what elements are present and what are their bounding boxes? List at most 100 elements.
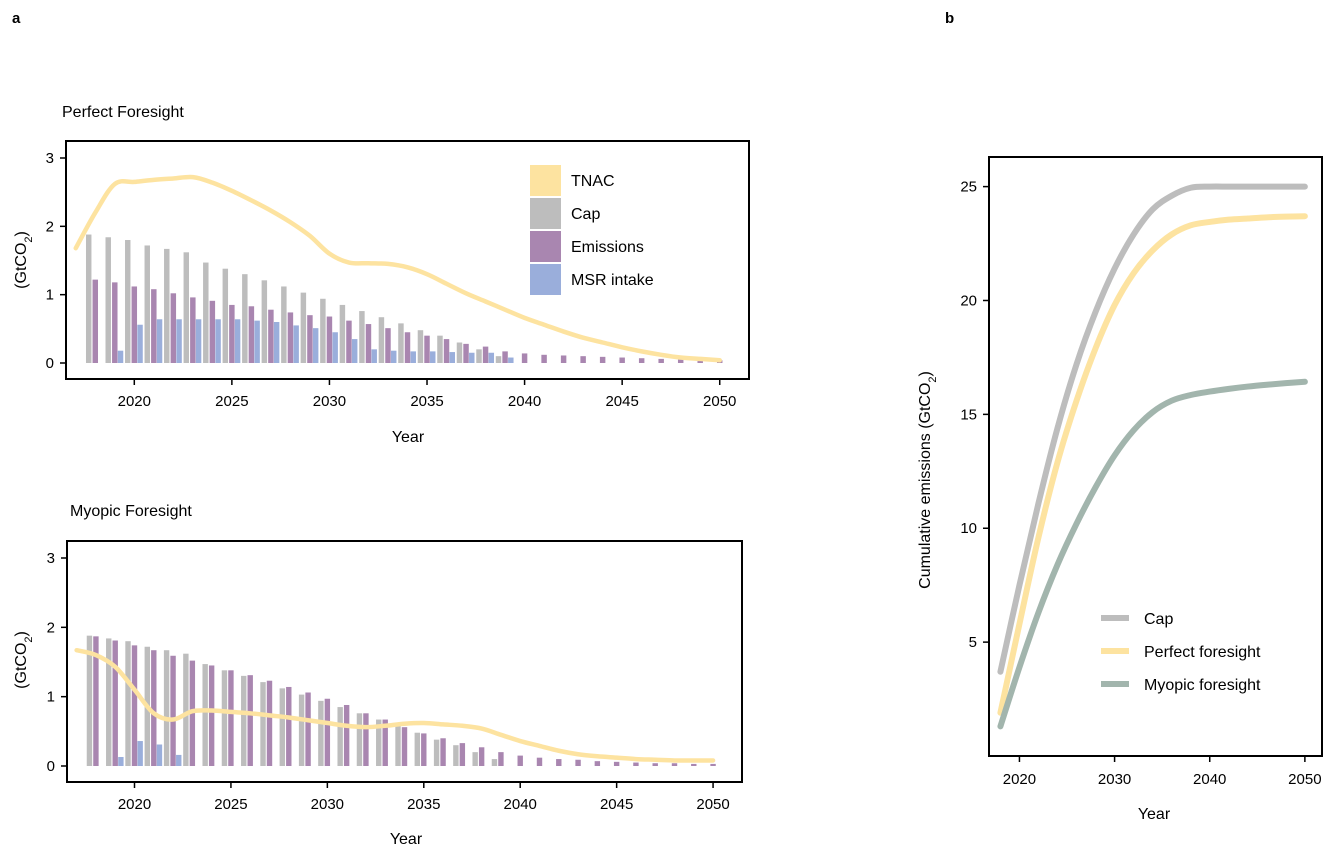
bar-emissions bbox=[190, 297, 196, 363]
chart-title: Perfect Foresight bbox=[62, 104, 184, 121]
x-tick-label: 2050 bbox=[703, 393, 736, 410]
legend-swatch bbox=[530, 198, 561, 229]
bar-emissions bbox=[112, 640, 118, 766]
bar-emissions bbox=[385, 328, 391, 363]
bar-cap bbox=[359, 311, 365, 363]
bar-emissions bbox=[286, 686, 292, 766]
bar-cap bbox=[300, 292, 307, 363]
bar-msr-intake bbox=[195, 319, 202, 363]
bar-emissions bbox=[594, 761, 601, 766]
line-tnac bbox=[74, 647, 716, 763]
cumulative-emissions-chart: 5 10 15 20 25 2020 2030 2040 2050 Year Cumulativ… bbox=[917, 156, 1323, 823]
bar-emissions bbox=[131, 286, 138, 363]
y-axis-label: (GtCO2) bbox=[13, 631, 35, 689]
x-tick-label: 2020 bbox=[118, 393, 151, 410]
bar-emissions bbox=[697, 360, 703, 363]
bar-emissions bbox=[151, 650, 157, 766]
bar-msr-intake bbox=[137, 324, 143, 363]
bar-emissions bbox=[677, 359, 684, 363]
bar-msr-intake bbox=[390, 350, 397, 363]
bar-emissions bbox=[248, 306, 255, 363]
bar-emissions bbox=[652, 763, 658, 766]
y-tick-label: 2 bbox=[47, 619, 55, 636]
x-tick-label: 2025 bbox=[215, 393, 248, 410]
bar-cap bbox=[183, 653, 189, 766]
x-tick-label: 2030 bbox=[311, 796, 344, 813]
bar-msr-intake bbox=[273, 322, 280, 363]
bar-emissions bbox=[307, 315, 313, 363]
bar-emissions bbox=[424, 335, 430, 363]
y-axis-label: (GtCO2) bbox=[13, 231, 35, 289]
bar-emissions bbox=[580, 356, 586, 363]
bar-cap bbox=[318, 700, 324, 766]
bar-cap bbox=[456, 342, 463, 363]
legend-label: MSR intake bbox=[571, 272, 654, 289]
legend-label: TNAC bbox=[571, 173, 615, 190]
bar-cap bbox=[281, 286, 287, 363]
panel-letter-a: a bbox=[12, 10, 21, 27]
bar-msr-intake bbox=[430, 351, 436, 363]
x-tick-label: 2050 bbox=[1288, 771, 1321, 788]
legend-label: Myopic foresight bbox=[1144, 677, 1261, 694]
bar-cap bbox=[125, 240, 131, 363]
bar-emissions bbox=[619, 357, 625, 363]
plot-frame bbox=[988, 156, 1323, 757]
bar-emissions bbox=[305, 692, 311, 766]
bar-emissions bbox=[541, 354, 547, 363]
bar-msr-intake bbox=[312, 328, 319, 363]
bar-cap bbox=[203, 262, 209, 363]
x-tick-label: 2045 bbox=[605, 393, 638, 410]
panel-letter-b: b bbox=[945, 10, 954, 27]
bar-msr-intake bbox=[449, 352, 455, 363]
legend-swatch bbox=[530, 264, 561, 295]
line-perfect-foresight bbox=[997, 213, 1308, 716]
bar-emissions bbox=[478, 747, 485, 766]
bar-msr-intake bbox=[117, 350, 124, 363]
x-axis-label: Year bbox=[1138, 806, 1171, 823]
bar-emissions bbox=[459, 743, 466, 766]
bar-emissions bbox=[170, 655, 176, 766]
bar-emissions bbox=[131, 645, 138, 766]
y-tick-label: 15 bbox=[960, 406, 977, 423]
bar-emissions bbox=[247, 675, 253, 766]
bar-emissions bbox=[443, 339, 450, 363]
legend-label: Cap bbox=[1144, 611, 1173, 628]
bar-cap bbox=[163, 650, 170, 766]
bar-cap bbox=[242, 274, 248, 363]
bar-cap bbox=[241, 675, 247, 766]
line-myopic-foresight bbox=[997, 378, 1308, 730]
bar-emissions bbox=[112, 282, 118, 363]
plot-area: 5 10 15 20 25 2020 2030 2040 2050 bbox=[960, 179, 1321, 788]
x-tick-label: 2045 bbox=[600, 796, 633, 813]
bar-emissions bbox=[151, 289, 157, 363]
plot-area: 0 1 2 3 2020 2025 2030 2035 2040 2045 2050 bbox=[46, 150, 737, 410]
x-axis-label: Year bbox=[390, 831, 423, 847]
bar-msr-intake bbox=[469, 352, 475, 363]
bar-msr-intake bbox=[234, 319, 241, 363]
y-tick-label: 0 bbox=[46, 355, 54, 372]
bar-emissions bbox=[502, 351, 508, 363]
x-tick-label: 2025 bbox=[214, 796, 247, 813]
y-axis-label: Cumulative emissions (GtCO2) bbox=[917, 371, 939, 589]
y-tick-label: 2 bbox=[46, 218, 54, 235]
perfect-foresight-chart: Perfect Foresight 0 1 2 3 2020 2025 2030 2035 20… bbox=[13, 104, 750, 446]
bar-cap bbox=[260, 682, 266, 766]
bar-cap bbox=[417, 330, 424, 363]
bar-cap bbox=[395, 725, 401, 766]
x-tick-label: 2020 bbox=[1003, 771, 1036, 788]
bar-msr-intake bbox=[137, 741, 143, 766]
bar-cap bbox=[202, 664, 208, 766]
bar-emissions bbox=[521, 353, 528, 363]
bar-cap bbox=[85, 234, 92, 363]
bar-cap bbox=[356, 713, 363, 766]
bar-msr-intake bbox=[176, 319, 182, 363]
bar-cap bbox=[164, 248, 170, 363]
y-tick-label: 1 bbox=[46, 287, 54, 304]
bar-emissions bbox=[633, 762, 639, 766]
bar-emissions bbox=[560, 355, 567, 363]
bar-msr-intake bbox=[351, 339, 358, 363]
bar-cap bbox=[125, 641, 131, 766]
x-tick-label: 2040 bbox=[504, 796, 537, 813]
bar-cap bbox=[337, 707, 343, 766]
